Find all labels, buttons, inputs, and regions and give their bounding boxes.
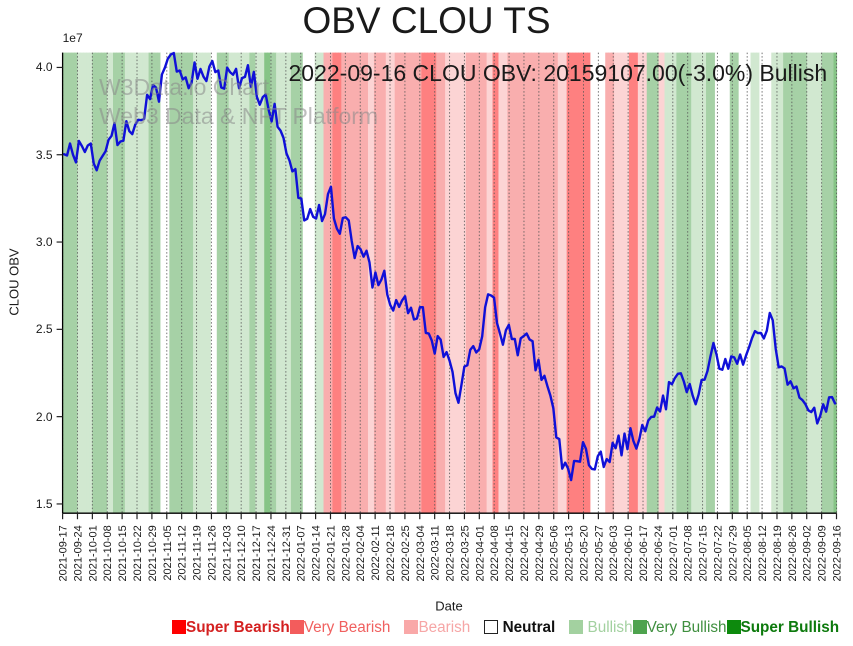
svg-text:2022-02-04: 2022-02-04 — [355, 525, 367, 581]
svg-text:2021-09-17: 2021-09-17 — [58, 525, 70, 581]
svg-text:2022-07-08: 2022-07-08 — [683, 525, 695, 581]
svg-text:2022-01-07: 2022-01-07 — [296, 525, 308, 581]
svg-text:2022-04-22: 2022-04-22 — [519, 525, 531, 581]
svg-text:2022-05-20: 2022-05-20 — [578, 525, 590, 581]
svg-text:2021-11-05: 2021-11-05 — [162, 525, 174, 580]
svg-text:2021-10-22: 2021-10-22 — [132, 525, 144, 581]
svg-text:2022-08-05: 2022-08-05 — [742, 525, 754, 581]
svg-text:2022-02-25: 2022-02-25 — [400, 525, 412, 581]
svg-text:2022-07-15: 2022-07-15 — [698, 525, 710, 581]
svg-text:2021-12-24: 2021-12-24 — [266, 525, 278, 581]
svg-text:2021-10-01: 2021-10-01 — [87, 525, 99, 581]
svg-text:2022-05-13: 2022-05-13 — [564, 525, 576, 581]
svg-text:2022-05-27: 2022-05-27 — [593, 525, 605, 581]
svg-text:2021-11-26: 2021-11-26 — [206, 525, 218, 580]
svg-text:2022-04-01: 2022-04-01 — [474, 525, 486, 581]
svg-text:2022-04-29: 2022-04-29 — [534, 525, 546, 581]
svg-text:2022-01-21: 2022-01-21 — [325, 525, 337, 581]
svg-text:2022-05-06: 2022-05-06 — [549, 525, 561, 581]
svg-text:2022-03-18: 2022-03-18 — [445, 525, 457, 581]
svg-text:2021-10-08: 2021-10-08 — [102, 525, 114, 581]
svg-text:2021-11-12: 2021-11-12 — [177, 525, 189, 580]
svg-text:2022-04-08: 2022-04-08 — [489, 525, 501, 581]
svg-text:2022-01-14: 2022-01-14 — [311, 525, 323, 581]
svg-text:2022-06-17: 2022-06-17 — [638, 525, 650, 581]
svg-text:2022-02-18: 2022-02-18 — [385, 525, 397, 581]
svg-text:2022-08-12: 2022-08-12 — [757, 525, 769, 581]
svg-text:2022-06-03: 2022-06-03 — [608, 525, 620, 581]
svg-text:2021-12-31: 2021-12-31 — [281, 525, 293, 581]
svg-text:2022-09-02: 2022-09-02 — [802, 525, 814, 581]
svg-text:2022-03-11: 2022-03-11 — [430, 525, 442, 580]
svg-text:2021-11-19: 2021-11-19 — [192, 525, 204, 580]
svg-text:2021-12-17: 2021-12-17 — [251, 525, 263, 581]
svg-text:2022-06-24: 2022-06-24 — [653, 525, 665, 581]
svg-text:2022-09-09: 2022-09-09 — [817, 525, 829, 581]
svg-text:2022-02-11: 2022-02-11 — [370, 525, 382, 580]
svg-text:2021-10-15: 2021-10-15 — [117, 525, 129, 581]
svg-text:2022-03-25: 2022-03-25 — [459, 525, 471, 581]
svg-text:2022-04-15: 2022-04-15 — [504, 525, 516, 581]
svg-text:2022-09-16: 2022-09-16 — [832, 525, 844, 581]
svg-text:2022-01-28: 2022-01-28 — [340, 525, 352, 581]
svg-text:2022-08-19: 2022-08-19 — [772, 525, 784, 581]
svg-text:2022-08-26: 2022-08-26 — [787, 525, 799, 581]
svg-text:2021-12-10: 2021-12-10 — [236, 525, 248, 581]
svg-text:2021-12-03: 2021-12-03 — [221, 525, 233, 581]
svg-text:2022-07-29: 2022-07-29 — [727, 525, 739, 581]
svg-text:2022-03-04: 2022-03-04 — [415, 525, 427, 581]
svg-text:2022-07-22: 2022-07-22 — [712, 525, 724, 581]
svg-text:2021-09-24: 2021-09-24 — [72, 525, 84, 581]
svg-text:2022-06-10: 2022-06-10 — [623, 525, 635, 581]
svg-text:2021-10-29: 2021-10-29 — [147, 525, 159, 581]
svg-text:2022-07-01: 2022-07-01 — [668, 525, 680, 581]
